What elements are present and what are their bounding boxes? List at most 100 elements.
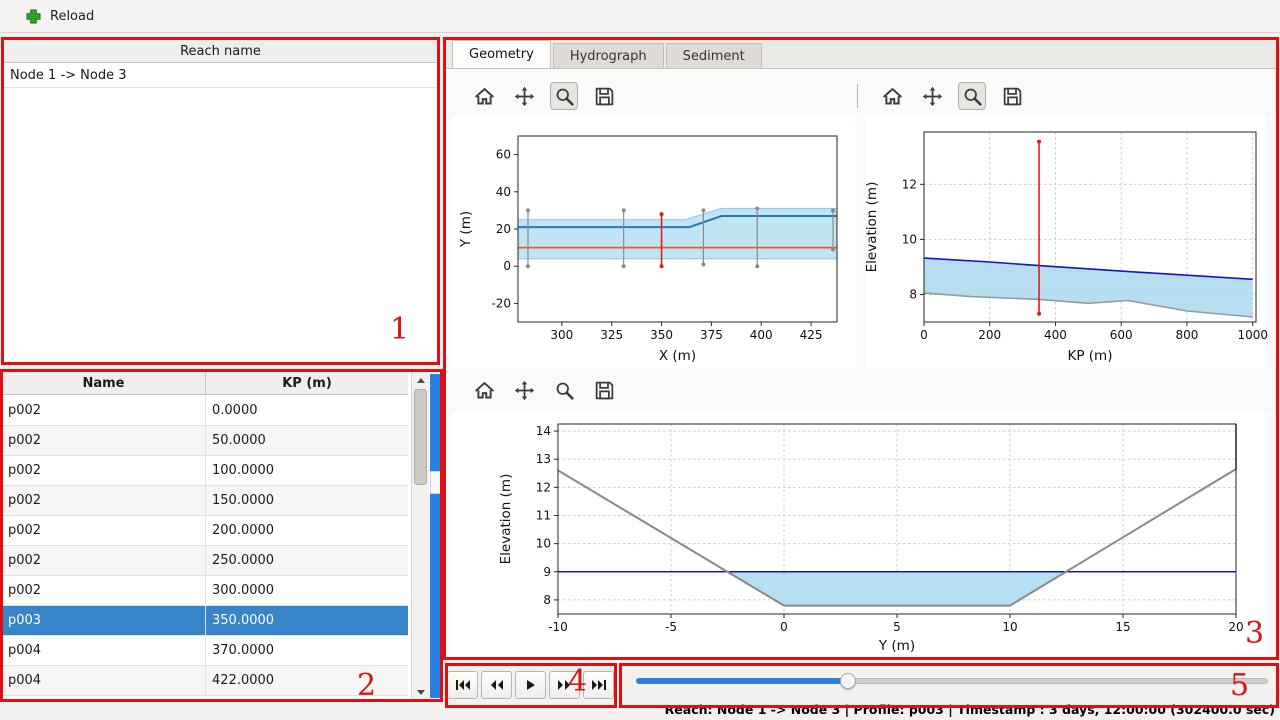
slider-handle[interactable] (839, 673, 856, 689)
svg-text:KP (m): KP (m) (1068, 348, 1113, 364)
playback-buttons (447, 671, 614, 699)
svg-text:5: 5 (893, 620, 901, 634)
svg-text:X (m): X (m) (659, 348, 696, 364)
svg-text:Elevation (m): Elevation (m) (498, 474, 514, 565)
slider-fill (636, 678, 848, 684)
home-icon[interactable] (470, 376, 498, 404)
svg-text:13: 13 (536, 452, 551, 466)
svg-text:0: 0 (503, 259, 511, 273)
save-icon[interactable] (590, 82, 618, 110)
table-row[interactable]: p002 50.0000 (2, 426, 408, 456)
column-header-kp[interactable]: KP (m) (282, 376, 332, 391)
cell-kp-value: 422.0000 (212, 673, 275, 688)
home-icon[interactable] (878, 82, 906, 110)
tab-hydrograph[interactable]: Hydrograph (552, 43, 664, 68)
cell-kp-value: 0.0000 (212, 403, 258, 418)
cell-kp-value: 50.0000 (212, 433, 266, 448)
svg-text:12: 12 (536, 480, 551, 494)
svg-text:12: 12 (902, 177, 917, 191)
table-row[interactable]: p002 250.0000 (2, 546, 408, 576)
svg-text:10: 10 (1002, 620, 1017, 634)
scrollbar-handle[interactable] (414, 389, 427, 485)
tab-bar: Geometry Hydrograph Sediment (444, 40, 1279, 69)
home-icon[interactable] (470, 82, 498, 110)
cell-kp-value: 350.0000 (212, 613, 275, 628)
skip-to-start-button[interactable] (447, 671, 478, 699)
svg-text:-5: -5 (665, 620, 677, 634)
pan-icon[interactable] (918, 82, 946, 110)
reach-list-panel: Reach name Node 1 -> Node 3 (3, 39, 438, 363)
svg-text:-20: -20 (491, 296, 511, 310)
svg-text:1000: 1000 (1237, 328, 1268, 342)
reload-icon (26, 9, 41, 24)
svg-text:Y (m): Y (m) (878, 638, 915, 654)
save-icon[interactable] (998, 82, 1026, 110)
app-toolbar: Reload (0, 0, 1280, 33)
overlay-scrollbar-handle[interactable] (430, 471, 441, 494)
svg-text:400: 400 (1044, 328, 1067, 342)
table-row[interactable]: p004 422.0000 (2, 666, 408, 696)
svg-text:14: 14 (536, 424, 551, 438)
svg-text:325: 325 (600, 328, 623, 342)
scrollbar-down-arrow-icon[interactable] (413, 685, 429, 699)
plan-chart[interactable]: 300 325 350 375 400 425 -20 0 20 40 60 X (m) Y (m) (452, 116, 857, 368)
svg-text:40: 40 (496, 185, 511, 199)
zoom-icon[interactable] (550, 376, 578, 404)
tab-geometry[interactable]: Geometry (452, 40, 551, 68)
table-row[interactable]: p002 300.0000 (2, 576, 408, 606)
table-row[interactable]: p002 150.0000 (2, 486, 408, 516)
profile-chart-toolbar (878, 82, 1026, 110)
svg-text:8: 8 (543, 593, 551, 607)
play-button[interactable] (515, 671, 546, 699)
zoom-icon[interactable] (550, 82, 578, 110)
step-back-button[interactable] (481, 671, 512, 699)
svg-text:400: 400 (750, 328, 773, 342)
profile-chart[interactable]: 0 200 400 600 800 1000 8 10 12 KP (m) Elevation (m… (864, 116, 1270, 368)
time-slider[interactable] (636, 672, 1268, 690)
table-row[interactable]: p002 200.0000 (2, 516, 408, 546)
pan-icon[interactable] (510, 82, 538, 110)
table-scrollbar[interactable] (411, 372, 429, 700)
pan-icon[interactable] (510, 376, 538, 404)
cell-profile-name: p002 (2, 456, 206, 485)
scrollbar-up-arrow-icon[interactable] (413, 373, 429, 387)
svg-text:11: 11 (536, 508, 551, 522)
cell-profile-name: p002 (2, 486, 206, 515)
cross-section-toolbar (470, 376, 618, 404)
svg-text:8: 8 (909, 287, 917, 301)
table-row[interactable]: p002 100.0000 (2, 456, 408, 486)
svg-text:10: 10 (902, 232, 917, 246)
tab-sediment[interactable]: Sediment (665, 43, 762, 68)
cell-profile-name: p002 (2, 516, 206, 545)
svg-text:425: 425 (800, 328, 823, 342)
cross-section-chart[interactable]: -10 -5 0 5 10 15 20 8 9 10 11 12 13 14 Y (m) Elevation … (452, 412, 1270, 658)
table-row[interactable]: p003 350.0000 (2, 606, 408, 636)
svg-text:15: 15 (1115, 620, 1130, 634)
table-row[interactable]: p002 0.0000 (2, 396, 408, 426)
cell-kp-value: 250.0000 (212, 553, 275, 568)
column-header-name[interactable]: Name (2, 372, 206, 394)
table-row[interactable]: p004 370.0000 (2, 636, 408, 666)
reload-button[interactable]: Reload (18, 3, 102, 30)
svg-text:Y (m): Y (m) (458, 211, 474, 248)
cell-kp-value: 150.0000 (212, 493, 275, 508)
svg-text:600: 600 (1110, 328, 1133, 342)
skip-to-end-button[interactable] (583, 671, 614, 699)
step-forward-button[interactable] (549, 671, 580, 699)
reach-list-item[interactable]: Node 1 -> Node 3 (4, 63, 437, 88)
svg-text:0: 0 (920, 328, 928, 342)
overlay-scrollbar[interactable] (430, 374, 441, 698)
save-icon[interactable] (590, 376, 618, 404)
zoom-icon[interactable] (958, 82, 986, 110)
cell-kp-value: 370.0000 (212, 643, 275, 658)
svg-text:0: 0 (780, 620, 788, 634)
cell-profile-name: p002 (2, 576, 206, 605)
svg-text:10: 10 (536, 537, 551, 551)
cell-profile-name: p002 (2, 396, 206, 425)
cell-profile-name: p002 (2, 426, 206, 455)
svg-text:20: 20 (1228, 620, 1243, 634)
svg-text:375: 375 (700, 328, 723, 342)
status-bar: Reach: Node 1 -> Node 3 | Profile: p003 … (0, 700, 1280, 720)
cell-profile-name: p004 (2, 666, 206, 695)
